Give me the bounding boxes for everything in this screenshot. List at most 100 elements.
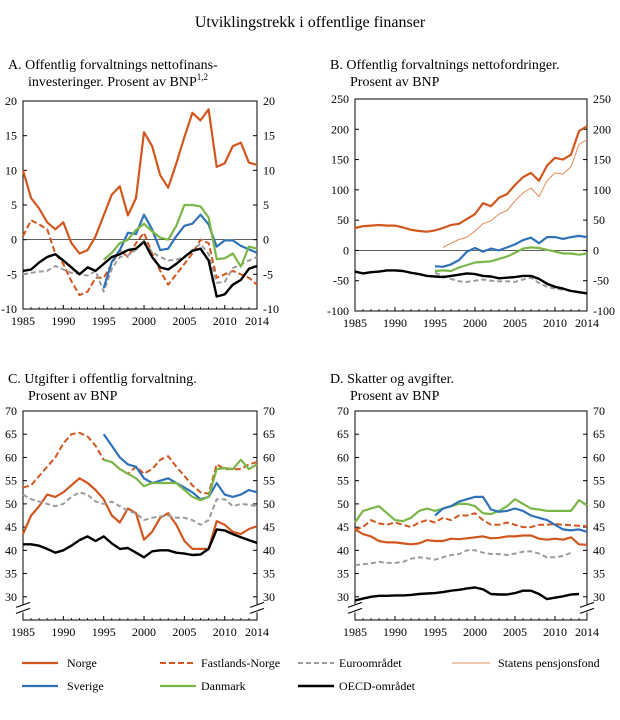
legend-item-oecd: OECD-området [298,679,416,693]
panel-d-xtick-label: 2014 [575,625,599,639]
panel-c-xtick-label: 2005 [172,625,196,639]
panel-c-xtick-label: 1990 [51,625,75,639]
panel-d-ytick-label-right: 30 [593,590,605,604]
panel-d-ytick-label-right: 60 [593,450,605,464]
panel-b-ytick-label-left: 50 [337,213,349,227]
legend-item-norge: Norge [22,656,97,670]
panel-b: 250 250 200 200 150 150 100 100 50 50 0 0 -50 -50 -100… [327,92,615,330]
panel-b-ytick-label-left: 0 [343,243,349,257]
panel-a-series-oecd [22,240,258,298]
panel-a-ytick-label-right: 15 [263,129,275,143]
panel-d-axis-break-mark [579,601,595,608]
panel-b-xtick-label: 2014 [575,316,599,330]
panel-a-xtick-label: 2014 [245,314,269,328]
legend: Norge Fastlands-Norge Euroområdet Staten… [22,656,600,693]
panel-c-ytick-label-right: 35 [263,567,275,581]
panel-c-axis-break-gap [250,604,264,613]
panel-c-ytick-label-left: 70 [5,404,17,418]
panel-a-ytick-label-left: 20 [5,94,17,108]
panel-a-series-fastland [22,219,258,297]
panel-b-xtick-label: 1995 [423,316,447,330]
panel-c: 70 70 65 65 60 60 55 55 50 50 45 45 40 40 35 35 30 30 1985… [5,404,275,639]
panel-b-series-sverige [434,234,588,268]
panel-d-ytick-label-right: 70 [593,404,605,418]
panel-a-ytick-label-left: 15 [5,129,17,143]
panel-c-title-line2: Prosent av BNP [28,389,118,404]
panel-b-ytick-label-right: 100 [593,183,611,197]
panel-d: 70 70 65 65 60 60 55 55 50 50 45 45 40 40 35 35 30 30 1985… [337,404,605,639]
panel-a-title-line2: investeringer. Prosent av BNP1,2 [28,72,208,90]
panel-c-frame [22,410,258,621]
panel-b-ytick-label-left: 150 [331,153,349,167]
panel-c-series-fastland [22,431,258,495]
panel-a-xtick-label: 2010 [213,314,237,328]
panel-a-xtick-label: 1985 [11,314,35,328]
panel-d-title-line1: D. Skatter og avgifter. [330,372,454,387]
panel-c-xtick-label: 2000 [132,625,156,639]
panel-d-xtick-label: 1985 [343,625,367,639]
panel-c-xtick-label: 1985 [11,625,35,639]
panel-b-frame [354,98,588,312]
panel-a-frame [22,100,258,310]
panel-c-xtick-label: 1995 [92,625,116,639]
panel-d-series-norge [354,528,588,546]
panel-c-axis-break-mark [249,607,265,614]
panel-d-series-sverige [434,495,588,533]
panel-d-xtick-label: 2000 [463,625,487,639]
panel-d-ytick-label-left: 70 [337,404,349,418]
panel-c-ytick-label-left: 30 [5,590,17,604]
panel-a-series-danmark [102,203,258,268]
panel-b-title-line1: B. Offentlig forvaltnings nettofordringe… [330,58,560,73]
panel-b-xtick-label: 2000 [463,316,487,330]
panel-c-axis-break-mark [15,607,31,614]
panel-d-ytick-label-left: 35 [337,567,349,581]
panel-d-ytick-label-right: 65 [593,427,605,441]
panel-c-axis-break-mark [15,601,31,608]
legend-item-euro: Euroområdet [298,656,402,670]
panel-d-ytick-label-left: 30 [337,590,349,604]
panel-c-ytick-label-left: 60 [5,450,17,464]
panel-c-series-euro [22,491,258,526]
panel-c-xtick-label: 2010 [213,625,237,639]
panel-d-axis-break-mark [579,607,595,614]
panel-a-title-line1: A. Offentlig forvaltnings nettofinans- [8,58,218,73]
panel-c-title-line1: C. Utgifter i offentlig forvaltning. [8,372,197,387]
panel-b-title-line2: Prosent av BNP [350,75,440,90]
panel-c-ytick-label-left: 45 [5,520,17,534]
panel-d-axis-break-mark [347,601,363,608]
panel-d-ytick-label-right: 40 [593,543,605,557]
panel-d-frame [354,410,588,621]
panel-b-ytick-label-right: 250 [593,92,611,106]
panel-b-xtick-label: 2005 [503,316,527,330]
panel-c-ytick-label-right: 70 [263,404,275,418]
panel-b-series-spf [442,139,588,248]
panel-a-ytick-label-right: 20 [263,94,275,108]
panel-a-ytick-label-right: 0 [263,233,269,247]
panel-a-ytick-label-left: 10 [5,163,17,177]
panel-c-ytick-label-left: 40 [5,543,17,557]
panel-c-ytick-label-right: 60 [263,450,275,464]
panel-c-series-oecd [23,528,258,559]
legend-item-spf: Statens pensjonsfond [452,656,600,670]
panel-c-xtick-label: 2014 [245,625,269,639]
panel-c-ytick-label-right: 40 [263,543,275,557]
panel-c-ytick-label-left: 55 [5,474,17,488]
panel-b-ytick-label-left: 250 [331,92,349,106]
panel-d-ytick-label-left: 65 [337,427,349,441]
panel-a-ytick-label-right: 5 [263,198,269,212]
panel-d-xtick-label: 2005 [503,625,527,639]
panel-a-ytick-label-left: 5 [11,198,17,212]
panel-d-ytick-label-left: 60 [337,450,349,464]
panel-c-ytick-label-right: 50 [263,497,275,511]
legend-label-norge: Norge [67,656,97,670]
panel-d-xtick-label: 1990 [383,625,407,639]
panel-a-series-euro [22,240,258,293]
panel-b-series-euro [434,271,588,295]
panel-b-ytick-label-right: 200 [593,122,611,136]
panel-b-ytick-label-right: 150 [593,153,611,167]
legend-item-danmark: Danmark [160,679,246,693]
panel-a-title-text: investeringer. Prosent av BNP [28,75,197,90]
panel-c-ytick-label-left: 50 [5,497,17,511]
legend-item-fastland: Fastlands-Norge [160,656,280,670]
